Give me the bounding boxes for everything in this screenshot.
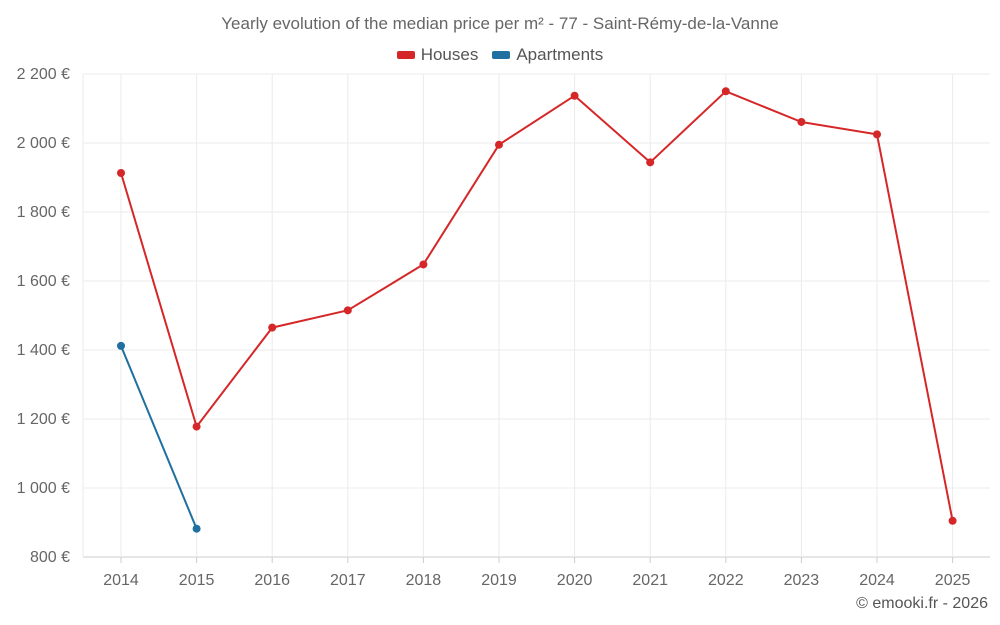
chart-legend: Houses Apartments bbox=[0, 45, 1000, 65]
data-point-apartments bbox=[117, 341, 125, 350]
data-point-houses bbox=[873, 130, 881, 139]
x-tick-label: 2020 bbox=[557, 572, 593, 589]
data-point-houses bbox=[117, 169, 125, 178]
x-tick-label: 2024 bbox=[859, 572, 895, 589]
data-point-houses bbox=[343, 306, 352, 315]
x-tick-label: 2018 bbox=[406, 572, 442, 589]
data-point-houses bbox=[419, 260, 428, 269]
x-tick-label: 2017 bbox=[330, 572, 366, 589]
x-tick-label: 2022 bbox=[708, 572, 744, 589]
y-tick-label: 800 € bbox=[30, 549, 70, 566]
credit-text: © emooki.fr - 2026 bbox=[856, 595, 988, 612]
y-tick-label: 2 000 € bbox=[17, 135, 70, 152]
y-tick-label: 1 000 € bbox=[17, 480, 70, 497]
data-point-houses bbox=[268, 323, 277, 332]
x-tick-label: 2023 bbox=[784, 572, 820, 589]
chart-series bbox=[117, 87, 957, 533]
chart-grid bbox=[82, 73, 990, 558]
x-tick-label: 2019 bbox=[481, 572, 517, 589]
data-point-houses bbox=[721, 87, 730, 96]
data-point-houses bbox=[948, 516, 957, 525]
series-line-houses bbox=[120, 90, 954, 521]
data-point-apartments bbox=[192, 524, 201, 533]
y-tick-label: 1 400 € bbox=[17, 342, 70, 359]
series-line-apartments bbox=[120, 345, 198, 530]
chart-axes: 800 € 1 000 € 1 200 € 1 400 € 1 600 € 1 800 €… bbox=[17, 66, 971, 589]
x-tick-label: 2025 bbox=[935, 572, 971, 589]
x-tick-label: 2021 bbox=[632, 572, 668, 589]
data-point-houses bbox=[646, 158, 655, 167]
x-tick-label: 2015 bbox=[179, 572, 215, 589]
x-tick-label: 2014 bbox=[103, 572, 139, 589]
legend-item-houses[interactable]: Houses bbox=[396, 45, 479, 65]
chart-title: Yearly evolution of the median price per… bbox=[221, 14, 779, 33]
legend-swatch-houses bbox=[396, 51, 415, 59]
y-tick-label: 1 800 € bbox=[17, 204, 70, 221]
legend-label-houses: Houses bbox=[420, 45, 479, 64]
legend-item-apartments[interactable]: Apartments bbox=[492, 45, 603, 65]
x-tick-label: 2016 bbox=[254, 572, 290, 589]
data-point-houses bbox=[495, 140, 503, 149]
data-point-houses bbox=[797, 117, 806, 126]
legend-swatch-apartments bbox=[492, 51, 511, 59]
data-point-houses bbox=[192, 422, 201, 431]
y-tick-label: 1 200 € bbox=[17, 411, 70, 428]
data-point-houses bbox=[570, 91, 579, 100]
y-tick-label: 2 200 € bbox=[17, 66, 70, 83]
legend-label-apartments: Apartments bbox=[516, 45, 604, 64]
y-tick-label: 1 600 € bbox=[17, 273, 70, 290]
